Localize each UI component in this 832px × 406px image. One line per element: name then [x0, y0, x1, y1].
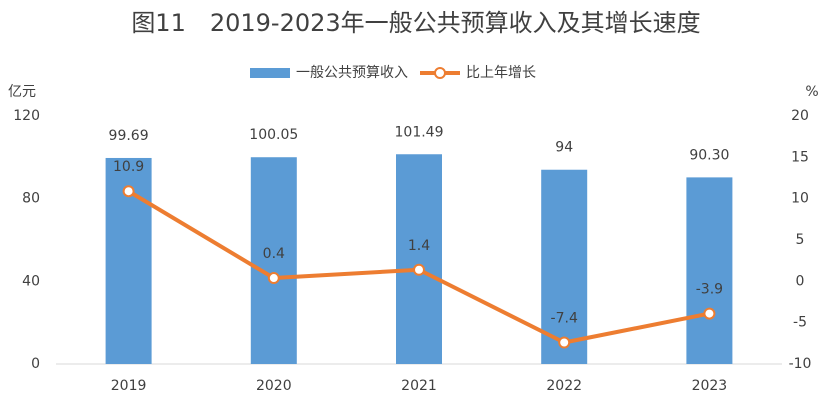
line-marker — [413, 263, 425, 276]
y-tick-label: 40 — [22, 273, 40, 289]
x-tick-label: 2020 — [256, 378, 292, 394]
bar-value-label: 99.69 — [109, 128, 149, 144]
legend-label: 比上年增长 — [466, 65, 536, 81]
bar-value-label: 101.49 — [395, 124, 444, 140]
y2-tick-label: 15 — [791, 149, 809, 165]
bar-value-label: 100.05 — [249, 127, 298, 143]
legend-swatch — [434, 67, 446, 79]
line-value-label: 0.4 — [263, 246, 285, 262]
legend-label: 一般公共预算收入 — [296, 65, 408, 81]
y-tick-label: 80 — [22, 191, 40, 207]
y2-tick-label: 5 — [796, 232, 805, 248]
y-tick-label: 0 — [31, 356, 40, 372]
y2-tick-label: 0 — [796, 273, 805, 289]
y-axis-label: 亿元 — [8, 84, 36, 100]
y2-axis-label: % — [805, 84, 818, 100]
bar-value-label: 94 — [555, 140, 573, 156]
line-marker — [122, 185, 135, 198]
y2-tick-label: 10 — [791, 191, 809, 207]
bar — [541, 169, 588, 364]
bar — [250, 157, 297, 364]
x-tick-label: 2022 — [546, 378, 582, 394]
line-value-label: -3.9 — [696, 282, 723, 298]
line-marker — [558, 336, 571, 349]
line-value-label: 10.9 — [113, 159, 144, 175]
x-tick-label: 2021 — [401, 378, 437, 394]
chart-title: 图11 2019-2023年一般公共预算收入及其增长速度 — [131, 9, 700, 37]
line-marker — [703, 307, 716, 320]
y2-tick-label: -10 — [789, 356, 812, 372]
y-tick-label: 120 — [13, 108, 40, 124]
bar-value-label: 90.30 — [689, 147, 729, 163]
line-marker — [267, 272, 280, 285]
y2-tick-label: -5 — [793, 315, 807, 331]
line-value-label: -7.4 — [551, 311, 578, 327]
x-tick-label: 2023 — [692, 378, 728, 394]
line-value-label: 1.4 — [408, 238, 430, 254]
bar — [686, 177, 733, 364]
x-tick-label: 2019 — [111, 378, 147, 394]
legend-swatch — [250, 68, 290, 78]
bar — [396, 154, 442, 364]
y2-tick-label: 20 — [791, 108, 809, 124]
